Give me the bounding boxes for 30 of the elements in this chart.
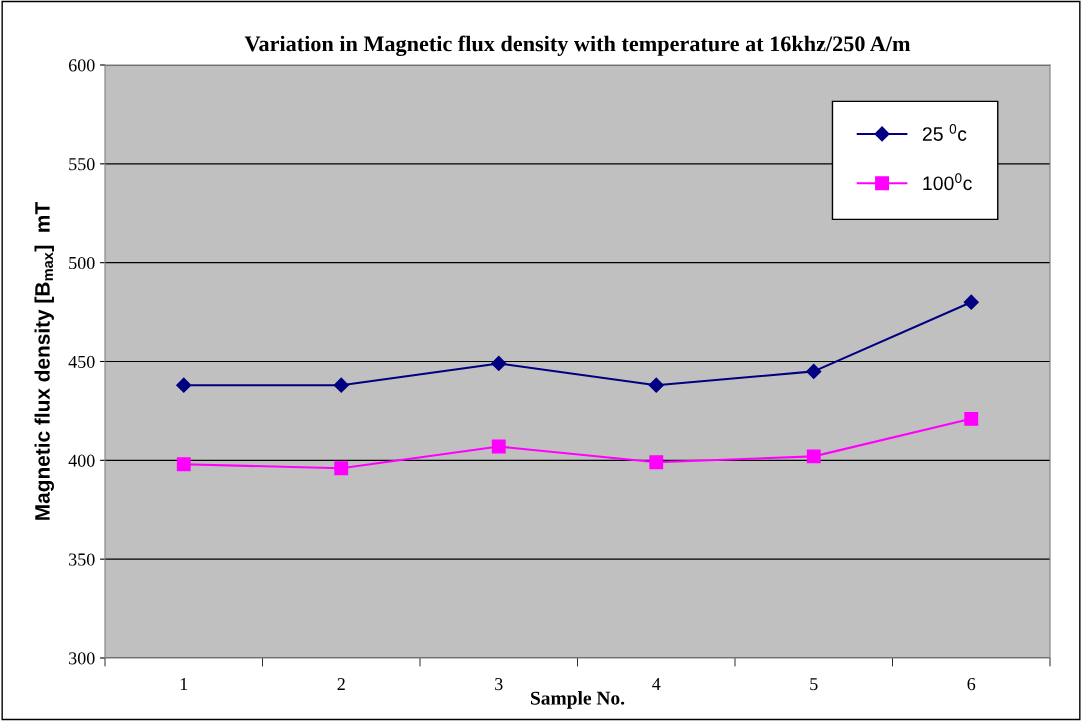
point xyxy=(176,457,191,472)
x-tick-label: 5 xyxy=(810,678,818,691)
point xyxy=(963,294,979,310)
y-tick-label: 500 xyxy=(69,256,95,270)
y-tick-label: 450 xyxy=(68,355,95,368)
x-tick-label: 2 xyxy=(337,678,345,690)
x-tick-label: 1 xyxy=(180,678,188,690)
point xyxy=(648,377,664,393)
point xyxy=(334,461,349,476)
point xyxy=(649,455,664,470)
legend-label: 25 $^{0}$c xyxy=(922,124,967,141)
y-tick-label: 350 xyxy=(69,553,95,566)
point xyxy=(964,411,979,426)
x-tick-label: 4 xyxy=(652,678,661,690)
x-axis-title: Sample No. xyxy=(531,691,625,709)
point xyxy=(491,439,506,454)
chart-title: Variation in Magnetic flux density with temperature at 16khz/250 A/m xyxy=(244,35,911,57)
point xyxy=(806,363,822,379)
x-tick-label: 6 xyxy=(967,678,976,691)
y-tick-label: 550 xyxy=(69,158,95,171)
point xyxy=(806,449,821,464)
legend-label: 100$^{0}$c xyxy=(923,173,972,191)
point xyxy=(333,377,349,393)
x-tick-label: 3 xyxy=(495,678,503,691)
y-tick-label: 300 xyxy=(69,652,95,665)
y-tick-label: 600 xyxy=(68,59,95,72)
point xyxy=(491,355,507,372)
y-tick-label: 400 xyxy=(68,454,95,467)
y-axis-title: Magnetic flux density [B$_{max}$] mT xyxy=(34,202,55,520)
point xyxy=(176,377,192,393)
